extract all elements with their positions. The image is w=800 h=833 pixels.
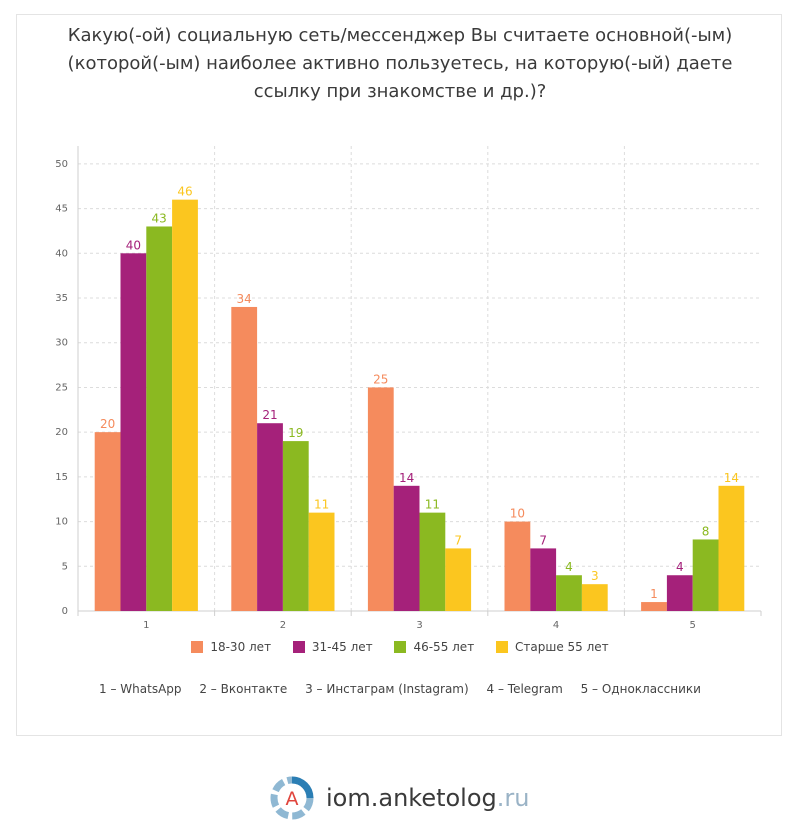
- bar: [393, 485, 420, 611]
- chart-legend: 18-30 лет 31-45 лет 46-55 лет Старше 55 …: [0, 640, 800, 656]
- x-tick-label: 1: [143, 620, 149, 631]
- legend-label: Старше 55 лет: [515, 640, 609, 654]
- chart-title: Какую(-ой) социальную сеть/мессенджер Вы…: [40, 22, 760, 106]
- data-label: 43: [152, 211, 167, 225]
- data-label: 7: [539, 533, 547, 547]
- data-label: 3: [591, 569, 599, 583]
- y-tick-label: 15: [55, 472, 68, 483]
- data-label: 11: [425, 498, 440, 512]
- bar: [718, 485, 745, 611]
- bar: [445, 548, 472, 611]
- y-tick-label: 50: [55, 159, 68, 170]
- legend-swatch: [191, 641, 204, 653]
- x-tick-label: 4: [553, 620, 559, 631]
- data-label: 20: [100, 417, 115, 431]
- x-tick-label: 3: [416, 620, 422, 631]
- chart-title-line-1: Какую(-ой) социальную сеть/мессенджер Вы…: [67, 25, 733, 46]
- legend-label: 31-45 лет: [311, 640, 373, 654]
- category-note: 4 – Telegram: [486, 682, 563, 696]
- category-note: 2 – Вконтакте: [199, 682, 288, 696]
- data-label: 21: [262, 408, 277, 422]
- brand-tld: .ru: [496, 784, 530, 812]
- x-tick-label: 2: [280, 620, 286, 631]
- bar: [367, 387, 394, 611]
- bar: [172, 199, 198, 611]
- bar: [257, 423, 283, 611]
- y-tick-label: 0: [62, 606, 68, 617]
- data-label: 19: [288, 426, 303, 440]
- bar: [308, 512, 335, 611]
- brand-logo[interactable]: А iom.anketolog.ru: [268, 774, 529, 822]
- y-tick-label: 40: [55, 248, 68, 259]
- y-tick-label: 10: [55, 517, 68, 528]
- data-label: 46: [177, 185, 192, 199]
- anketolog-logo-icon: А: [270, 776, 314, 820]
- data-label: 1: [650, 587, 658, 601]
- y-tick-label: 30: [55, 338, 68, 349]
- y-tick-label: 5: [62, 561, 68, 572]
- data-label: 4: [565, 560, 573, 574]
- data-label: 11: [314, 498, 329, 512]
- legend-item-31-45[interactable]: 31-45 лет: [292, 640, 373, 654]
- legend-item-46-55[interactable]: 46-55 лет: [394, 640, 474, 654]
- y-tick-label: 35: [55, 293, 68, 304]
- legend-label: 46-55 лет: [413, 640, 475, 654]
- chart-title-line-2: (которой(-ым) наиболее активно пользуете…: [67, 53, 733, 74]
- data-label: 40: [126, 238, 141, 252]
- y-tick-label: 20: [55, 427, 68, 438]
- bar: [94, 432, 121, 611]
- bar: [692, 539, 719, 611]
- bar: [419, 512, 446, 611]
- bar: [641, 602, 667, 611]
- legend-item-55-plus[interactable]: Старше 55 лет: [496, 640, 609, 654]
- bar: [146, 226, 173, 611]
- y-tick-label: 25: [55, 382, 68, 393]
- x-tick-label: 5: [690, 620, 696, 631]
- data-label: 34: [237, 292, 252, 306]
- legend-swatch: [394, 641, 407, 653]
- data-label: 4: [676, 560, 684, 574]
- brand-name: iom.anketolog.ru: [326, 784, 529, 812]
- data-label: 7: [454, 533, 462, 547]
- data-label: 14: [724, 471, 739, 485]
- legend-label: 18-30 лет: [210, 640, 272, 654]
- data-label: 8: [702, 524, 710, 538]
- chart-title-line-3: ссылку при знакомстве и др.)?: [253, 81, 547, 102]
- legend-swatch: [292, 641, 305, 653]
- bar: [556, 575, 582, 611]
- bar: [282, 441, 309, 611]
- bar: [504, 521, 531, 611]
- brand-name-main: iom.anketolog: [326, 784, 497, 812]
- bar: [581, 584, 608, 611]
- bar: [666, 575, 693, 611]
- bar: [231, 306, 258, 611]
- legend-swatch: [496, 641, 509, 653]
- category-note: 1 – WhatsApp: [99, 682, 182, 696]
- data-label: 10: [510, 507, 525, 521]
- bar: [530, 548, 557, 611]
- category-note: 3 – Инстаграм (Instagram): [305, 682, 469, 696]
- legend-item-18-30[interactable]: 18-30 лет: [191, 640, 271, 654]
- category-note: 5 – Одноклассники: [580, 682, 701, 696]
- logo-letter: А: [286, 788, 299, 810]
- data-label: 25: [373, 372, 388, 386]
- category-notes: 1 – WhatsApp 2 – Вконтакте 3 – Инстаграм…: [0, 682, 800, 696]
- y-tick-label: 45: [55, 204, 68, 215]
- bar: [120, 253, 147, 612]
- data-label: 14: [399, 471, 414, 485]
